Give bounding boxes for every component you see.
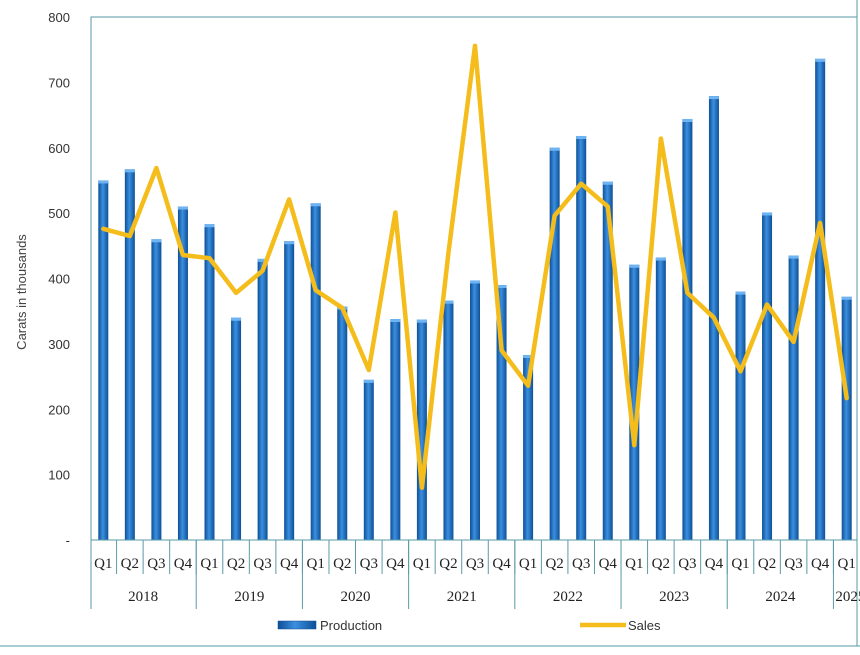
y-tick-label: 200 bbox=[48, 402, 70, 417]
legend-sales-label: Sales bbox=[628, 618, 661, 633]
quarter-tick-label: Q3 bbox=[147, 556, 165, 572]
year-label: 2020 bbox=[341, 589, 371, 605]
y-tick-label: 300 bbox=[48, 337, 70, 352]
production-bar bbox=[788, 255, 799, 540]
production-bar bbox=[523, 354, 534, 540]
quarter-tick-label: Q3 bbox=[466, 556, 484, 572]
year-label: 2025 bbox=[835, 589, 860, 605]
legend-production: Production bbox=[277, 618, 382, 633]
quarter-tick-label: Q4 bbox=[705, 556, 724, 572]
quarter-tick-label: Q2 bbox=[121, 556, 139, 572]
year-label: 2022 bbox=[553, 589, 583, 605]
quarter-tick-label: Q1 bbox=[413, 556, 431, 572]
quarter-tick-label: Q2 bbox=[333, 556, 351, 572]
quarter-tick-label: Q4 bbox=[599, 556, 618, 572]
production-bar bbox=[204, 224, 215, 540]
production-bar bbox=[602, 181, 613, 540]
production-bar bbox=[629, 264, 640, 540]
production-bar bbox=[762, 212, 773, 540]
production-bar bbox=[735, 291, 746, 540]
quarter-tick-label: Q1 bbox=[625, 556, 643, 572]
y-tick-label: 700 bbox=[48, 75, 70, 90]
line-layer bbox=[101, 43, 849, 490]
year-label: 2021 bbox=[447, 589, 477, 605]
production-bar bbox=[231, 317, 242, 540]
production-bar bbox=[151, 239, 162, 540]
legend: Production Sales bbox=[277, 618, 661, 633]
year-label: 2024 bbox=[765, 589, 796, 605]
production-bar bbox=[390, 319, 401, 540]
production-bar bbox=[549, 147, 560, 540]
year-label: 2023 bbox=[659, 589, 689, 605]
y-tick-label: 400 bbox=[48, 272, 70, 287]
quarter-tick-label: Q2 bbox=[652, 556, 670, 572]
production-bar bbox=[496, 285, 507, 540]
quarter-tick-label: Q3 bbox=[572, 556, 590, 572]
production-bar bbox=[470, 280, 480, 540]
production-bar bbox=[655, 257, 666, 540]
production-bar bbox=[98, 180, 109, 540]
quarter-tick-label: Q3 bbox=[678, 556, 696, 572]
production-bar bbox=[337, 306, 348, 540]
production-bar bbox=[443, 300, 454, 540]
year-label: 2018 bbox=[128, 589, 158, 605]
production-bar bbox=[841, 296, 852, 540]
bars-layer bbox=[98, 58, 852, 541]
y-tick-label: 500 bbox=[48, 206, 70, 221]
production-bar bbox=[416, 319, 427, 540]
production-bar bbox=[284, 241, 295, 540]
production-bar bbox=[177, 206, 188, 540]
quarter-tick-label: Q2 bbox=[227, 556, 245, 572]
year-label: 2019 bbox=[234, 589, 264, 605]
production-bar bbox=[363, 379, 374, 540]
production-bar bbox=[257, 258, 268, 540]
production-bar bbox=[124, 169, 135, 541]
production-bar bbox=[682, 118, 693, 541]
quarter-tick-label: Q2 bbox=[439, 556, 457, 572]
quarter-tick-label: Q1 bbox=[307, 556, 325, 572]
legend-production-swatch bbox=[277, 620, 317, 630]
quarter-tick-label: Q2 bbox=[758, 556, 776, 572]
quarter-tick-label: Q3 bbox=[784, 556, 802, 572]
quarter-tick-label: Q3 bbox=[360, 556, 378, 572]
production-bar bbox=[310, 203, 321, 540]
quarter-tick-label: Q1 bbox=[94, 556, 112, 572]
y-tick-label: - bbox=[66, 533, 70, 548]
quarter-tick-label: Q4 bbox=[280, 556, 299, 572]
quarter-tick-label: Q3 bbox=[253, 556, 271, 572]
quarter-tick-label: Q2 bbox=[545, 556, 563, 572]
y-tick-label: 800 bbox=[48, 10, 70, 25]
legend-production-label: Production bbox=[320, 618, 382, 633]
y-axis-label: Carats in thousands bbox=[14, 234, 29, 350]
quarter-tick-label: Q1 bbox=[838, 556, 856, 572]
quarter-tick-label: Q4 bbox=[811, 556, 830, 572]
quarter-tick-label: Q1 bbox=[519, 556, 537, 572]
quarter-tick-label: Q4 bbox=[386, 556, 405, 572]
production-bar bbox=[815, 58, 826, 541]
y-tick-label: 100 bbox=[48, 468, 70, 483]
quarter-tick-label: Q4 bbox=[174, 556, 193, 572]
legend-sales: Sales bbox=[580, 618, 661, 633]
y-tick-label: 600 bbox=[48, 141, 70, 156]
production-bar bbox=[576, 135, 587, 541]
quarter-tick-label: Q4 bbox=[492, 556, 511, 572]
quarter-tick-label: Q1 bbox=[731, 556, 749, 572]
quarter-tick-label: Q1 bbox=[200, 556, 218, 572]
